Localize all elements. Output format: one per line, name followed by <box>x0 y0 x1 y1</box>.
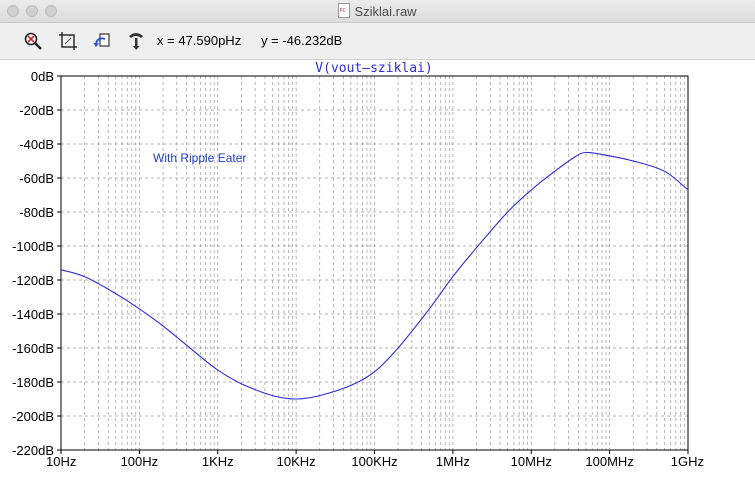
zoom-to-fit-button[interactable] <box>56 29 80 53</box>
y-tick-label: -40dB <box>19 137 54 152</box>
x-axis-ticks: 10Hz 100Hz 1KHz 10KHz 100KHz 1MHz 10MHz 100MHz 1… <box>46 450 704 469</box>
y-tick-label: 0dB <box>31 69 54 84</box>
magnifier-cross-icon <box>24 32 42 50</box>
window-title-bar: Sziklai.raw <box>0 0 755 23</box>
minimize-window-button[interactable] <box>26 5 38 17</box>
y-tick-label: -200dB <box>12 409 54 424</box>
waveform-plot[interactable]: 0dB -20dB -40dB -60dB -80dB -100dB -120dB -140d… <box>0 60 755 480</box>
close-window-button[interactable] <box>7 5 19 17</box>
x-tick-label: 1KHz <box>202 454 234 469</box>
cursor-probe-button[interactable] <box>124 29 148 53</box>
back-arrow-icon <box>93 33 110 47</box>
x-tick-label: 10KHz <box>277 454 316 469</box>
zoom-window-button[interactable] <box>45 5 57 17</box>
autorange-button[interactable] <box>21 29 45 53</box>
window-title-text: Sziklai.raw <box>354 4 417 19</box>
y-tick-label: -60dB <box>19 171 54 186</box>
y-tick-label: -180dB <box>12 375 54 390</box>
x-tick-label: 1MHz <box>436 454 470 469</box>
x-tick-label: 100MHz <box>585 454 633 469</box>
y-tick-label: -100dB <box>12 239 54 254</box>
y-tick-label: -20dB <box>19 103 54 118</box>
y-tick-label: -160dB <box>12 341 54 356</box>
undo-zoom-button[interactable] <box>90 29 114 53</box>
y-tick-label: -80dB <box>19 205 54 220</box>
cursor-x-readout: x = 47.590pHz <box>157 33 242 48</box>
ltspice-raw-file-icon <box>338 3 351 18</box>
frame-crop-icon <box>59 32 77 50</box>
x-tick-label: 10Hz <box>46 454 76 469</box>
probe-hand-icon <box>129 33 143 50</box>
y-tick-label: -140dB <box>12 307 54 322</box>
annotation-label: With Ripple Eater <box>153 151 246 165</box>
y-tick-label: -220dB <box>12 443 54 458</box>
series-line[interactable] <box>60 151 689 400</box>
x-tick-label: 10MHz <box>511 454 552 469</box>
x-tick-label: 100Hz <box>121 454 159 469</box>
trace-layer <box>60 151 689 400</box>
x-tick-label: 100KHz <box>351 454 397 469</box>
y-axis-ticks: 0dB -20dB -40dB -60dB -80dB -100dB -120dB -140d… <box>12 69 61 458</box>
grid-layer <box>60 75 688 451</box>
cursor-y-readout: y = -46.232dB <box>261 33 343 48</box>
trace-title[interactable]: V(vout–sziklai) <box>315 61 432 76</box>
toolbar: x = 47.590pHz y = -46.232dB <box>0 23 755 60</box>
window-title: Sziklai.raw <box>0 3 755 19</box>
y-tick-label: -120dB <box>12 273 54 288</box>
x-tick-label: 1GHz <box>671 454 704 469</box>
